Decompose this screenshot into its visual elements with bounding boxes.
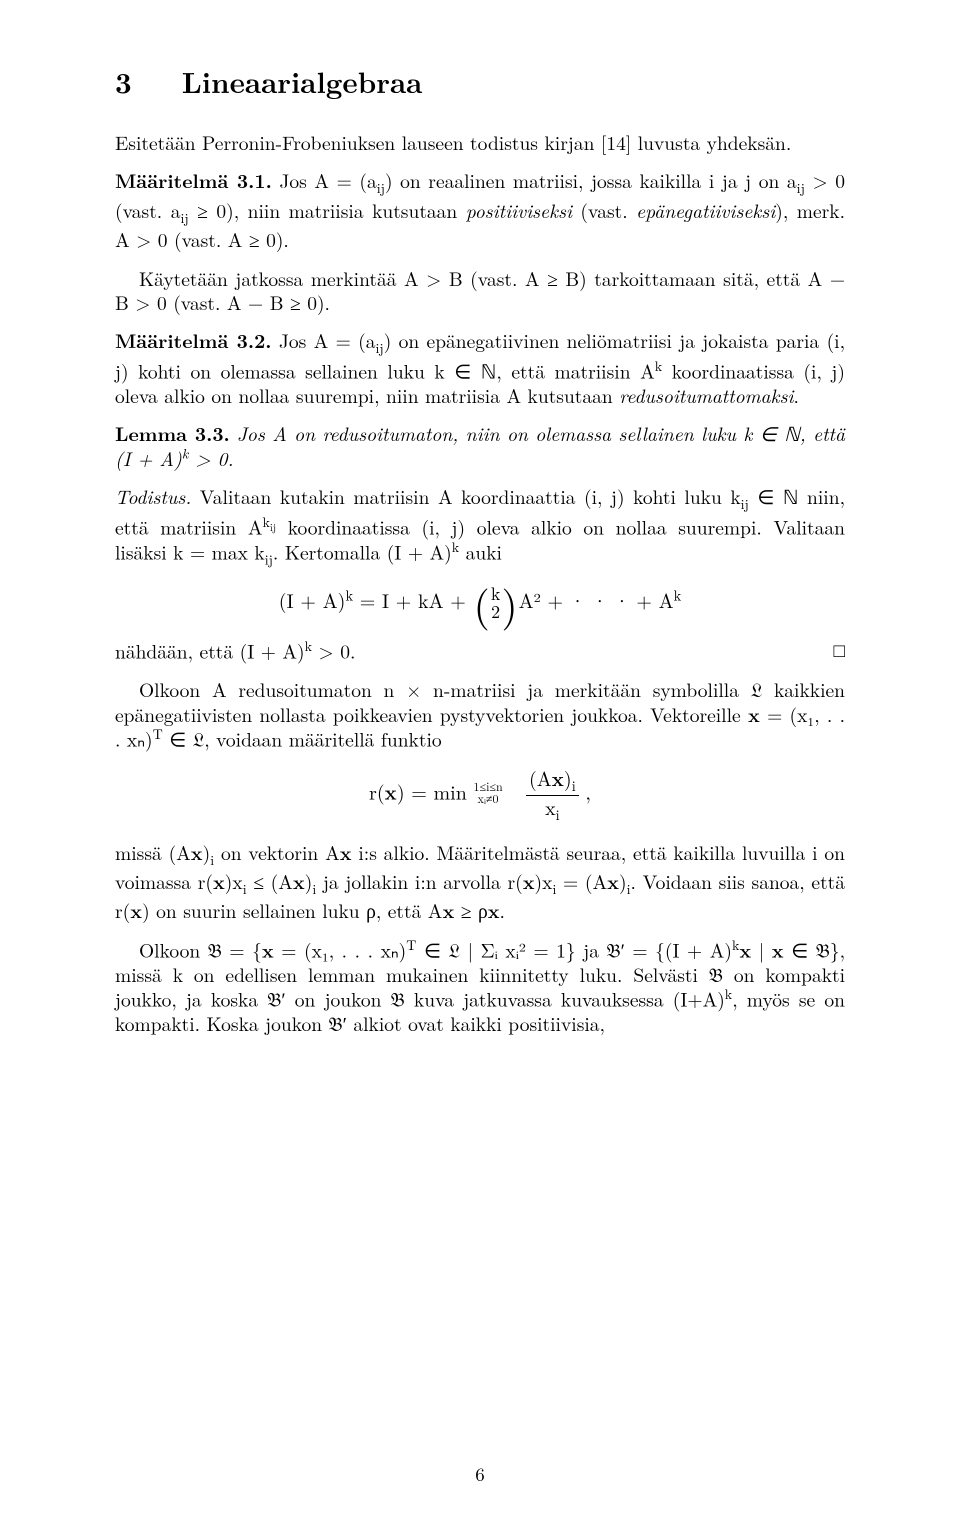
equation-binomial: (I + A)k = I + kA + (k2)A² + · · · + Ak bbox=[115, 585, 845, 623]
lemma-3-3: Lemma 3.3. Jos A on redusoitumaton, niin… bbox=[115, 421, 845, 470]
proof-end: nähdään, että (I + A)k > 0. □ bbox=[115, 638, 845, 663]
section-heading: 3 Lineaarialgebraa bbox=[115, 60, 845, 102]
eq2-pre: r( bbox=[369, 777, 385, 806]
p8-a: missä (A bbox=[115, 838, 191, 866]
eq1-mid: = I + kA + bbox=[353, 585, 472, 614]
proof-end-b: > 0. bbox=[312, 637, 355, 665]
p8-k: ) bbox=[619, 867, 627, 895]
def31-label: Määritelmä 3.1. bbox=[115, 166, 272, 194]
qed-box: □ bbox=[834, 638, 845, 662]
p8-j: = (A bbox=[556, 867, 607, 895]
proof-e: auki bbox=[459, 537, 502, 565]
eq2-den: x bbox=[545, 792, 556, 821]
page-number: 6 bbox=[0, 1460, 960, 1487]
eq2-min: ) = min bbox=[397, 777, 467, 806]
explanation-paragraph: missä (Ax)i on vektorin Ax i:s alkio. Mä… bbox=[115, 840, 845, 923]
def31-epaneg: epänegatiiviseksi bbox=[636, 196, 775, 224]
p8-i: )x bbox=[535, 867, 553, 895]
definition-3-2: Määritelmä 3.2. Jos A = (aij) on epänega… bbox=[115, 328, 845, 407]
p8-o: . bbox=[500, 896, 505, 924]
proof-d: . Kertomalla (I + A) bbox=[273, 537, 452, 565]
section-title-text: Lineaarialgebraa bbox=[182, 60, 423, 102]
definition-3-1: Määritelmä 3.1. Jos A = (aij) on reaalin… bbox=[115, 168, 845, 251]
def32-redu: redusoitumattomaksi bbox=[619, 381, 793, 409]
p8-f: ≤ (A bbox=[247, 867, 293, 895]
p8-c: on vektorin A bbox=[214, 838, 340, 866]
p8-e: )x bbox=[225, 867, 243, 895]
def31-text-d: ≥ 0), niin matriisia kutsutaan bbox=[189, 196, 466, 224]
notation-paragraph: Käytetään jatkossa merkintää A > B (vast… bbox=[115, 266, 845, 315]
eq2-num: (A bbox=[529, 763, 552, 792]
proof-paragraph: Todistus. Valitaan kutakin matriisin A k… bbox=[115, 484, 845, 568]
eq1-rhs: A² + · · · + A bbox=[519, 585, 674, 614]
def31-positiivi: positiiviseksi bbox=[466, 196, 572, 224]
eq1-lhs: (I + A) bbox=[279, 585, 346, 614]
p7-c: ∈ 𝔏, voidaan määritellä funktio bbox=[163, 724, 442, 752]
intro-paragraph: Esitetään Perronin-Frobeniuksen lauseen … bbox=[115, 130, 845, 154]
lem33-body2: > 0. bbox=[188, 444, 233, 472]
p7-a: Olkoon A redusoitumaton n × n-matriisi j… bbox=[115, 675, 845, 727]
def31-text-e: (vast. bbox=[572, 196, 636, 224]
def31-text-b: ) on reaalinen matriisi, jossa kaikilla … bbox=[385, 166, 797, 194]
def32-text-d: . bbox=[793, 381, 798, 409]
proof-a: Valitaan kutakin matriisin A koordinaatt… bbox=[200, 482, 741, 510]
section-number: 3 bbox=[115, 60, 132, 102]
p8-n: ≥ ρ bbox=[454, 896, 487, 924]
compact-set-paragraph: Olkoon 𝔅 = {x = (x₁, . . . xₙ)T ∈ 𝔏 | Σᵢ… bbox=[115, 937, 845, 1036]
eq2-sub2: xᵢ≠0 bbox=[478, 790, 499, 807]
p8-h: ja jollakin i:n arvolla r( bbox=[316, 867, 522, 895]
proof-end-a: nähdään, että (I + A) bbox=[115, 637, 305, 665]
def32-label: Määritelmä 3.2. bbox=[115, 326, 272, 354]
def32-text-a: Jos A = (a bbox=[279, 326, 376, 354]
equation-rx: r(x) = min 1≤i≤n xᵢ≠0 (Ax)i xi , bbox=[115, 767, 845, 824]
setup-paragraph: Olkoon A redusoitumaton n × n-matriisi j… bbox=[115, 677, 845, 751]
proof-label: Todistus. bbox=[115, 482, 191, 510]
def31-text-a: Jos A = (a bbox=[279, 166, 376, 194]
lem33-label: Lemma 3.3. bbox=[115, 419, 230, 447]
eq2-num2: ) bbox=[564, 763, 572, 792]
p8-m: ) on suurin sellainen luku ρ, että A bbox=[142, 896, 442, 924]
